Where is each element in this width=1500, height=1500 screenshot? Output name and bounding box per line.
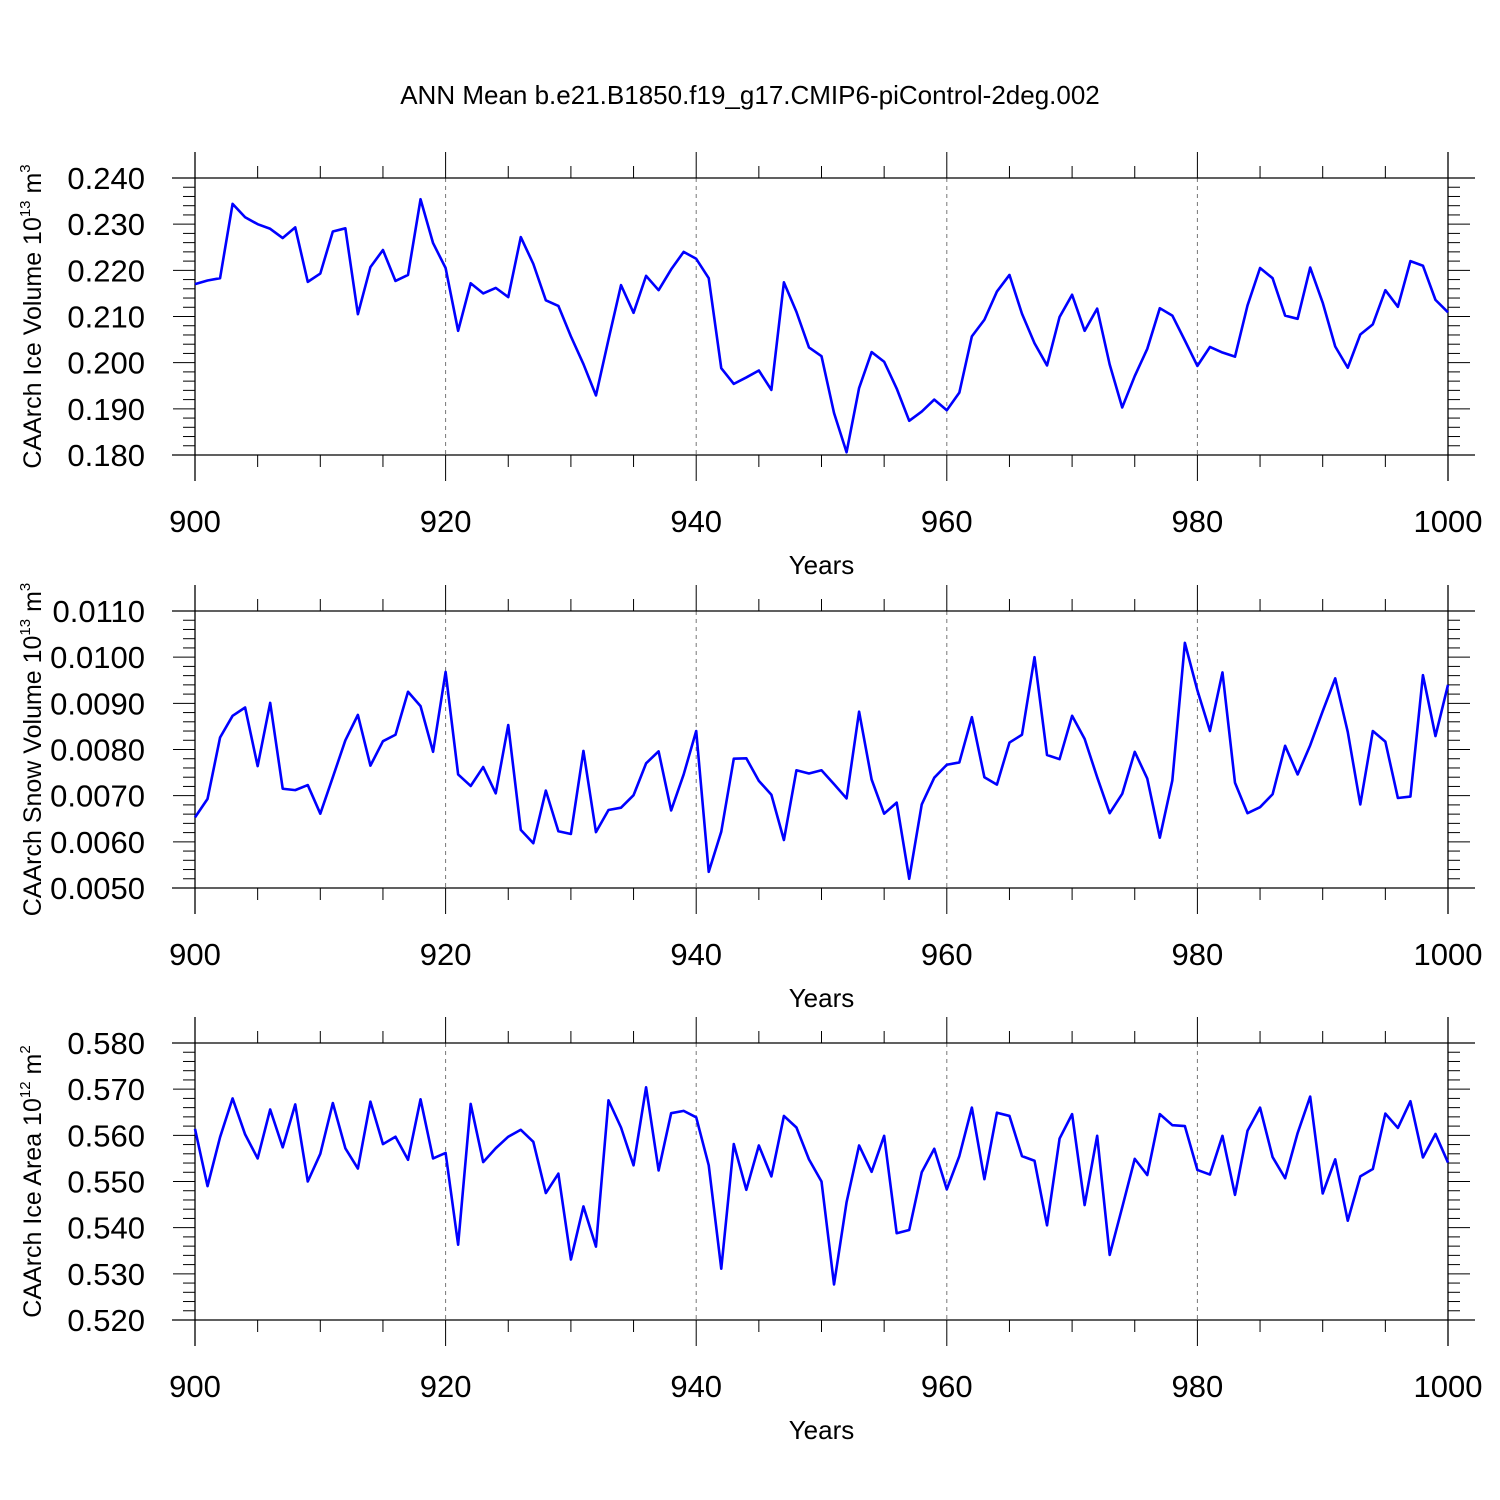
x-tick-label: 960 bbox=[921, 937, 973, 972]
y-tick-label: 0.530 bbox=[67, 1257, 145, 1292]
x-tick-label: 900 bbox=[169, 504, 221, 539]
chart-panel-3: 900 920 940 960 980 1000 Years 0.580 0.570 0.560 0… bbox=[17, 1017, 1482, 1445]
y-axis-label: CAArch Ice Volume 1013 m3 bbox=[17, 164, 47, 468]
x-tick-label: 1000 bbox=[1414, 937, 1483, 972]
y-tick-label: 0.220 bbox=[67, 253, 145, 288]
x-tick-label: 940 bbox=[670, 1369, 722, 1404]
y-tick-label: 0.180 bbox=[67, 438, 145, 473]
page-title: ANN Mean b.e21.B1850.f19_g17.CMIP6-piCon… bbox=[400, 80, 1100, 110]
y-tick-label: 0.0110 bbox=[52, 594, 145, 629]
y-tick-label: 0.210 bbox=[67, 300, 145, 335]
x-tick-label: 980 bbox=[1172, 504, 1224, 539]
y-tick-label: 0.580 bbox=[67, 1026, 145, 1061]
y-tick-label: 0.0090 bbox=[50, 686, 145, 721]
y-tick-label: 0.0080 bbox=[50, 733, 145, 768]
series-line bbox=[193, 1086, 1450, 1286]
y-tick-label: 0.200 bbox=[67, 346, 145, 381]
y-tick-label: 0.0070 bbox=[50, 779, 145, 814]
x-tick-label: 980 bbox=[1172, 1369, 1224, 1404]
y-tick-label: 0.0100 bbox=[50, 640, 145, 675]
chart-panels: 900 920 940 960 980 1000 Years 0.240 0.230 0.220 0… bbox=[17, 152, 1482, 1445]
x-tick-label: 1000 bbox=[1414, 504, 1483, 539]
x-tick-label: 900 bbox=[169, 1369, 221, 1404]
series-line bbox=[193, 641, 1450, 881]
y-tick-label: 0.550 bbox=[67, 1165, 145, 1200]
x-tick-label: 960 bbox=[921, 1369, 973, 1404]
x-tick-label: 940 bbox=[670, 937, 722, 972]
x-tick-label: 960 bbox=[921, 504, 973, 539]
x-tick-label: 900 bbox=[169, 937, 221, 972]
y-axis-label: CAArch Ice Area 1012 m2 bbox=[17, 1045, 47, 1317]
x-tick-label: 920 bbox=[420, 937, 472, 972]
x-tick-label: 920 bbox=[420, 1369, 472, 1404]
y-tick-label: 0.570 bbox=[67, 1072, 145, 1107]
x-tick-label: 920 bbox=[420, 504, 472, 539]
y-tick-label: 0.540 bbox=[67, 1211, 145, 1246]
x-tick-label: 940 bbox=[670, 504, 722, 539]
x-axis-label: Years bbox=[789, 1415, 855, 1445]
chart-panel-2: 900 920 940 960 980 1000 Years 0.0110 0.0100 0.00… bbox=[17, 583, 1482, 1013]
y-tick-label: 0.520 bbox=[67, 1303, 145, 1338]
x-axis-label: Years bbox=[789, 983, 855, 1013]
x-tick-label: 980 bbox=[1172, 937, 1224, 972]
y-tick-label: 0.230 bbox=[67, 207, 145, 242]
series-line bbox=[194, 197, 1449, 454]
y-tick-label: 0.190 bbox=[67, 392, 145, 427]
y-tick-label: 0.0060 bbox=[50, 825, 145, 860]
y-tick-label: 0.0050 bbox=[50, 871, 145, 906]
chart-panel-1: 900 920 940 960 980 1000 Years 0.240 0.230 0.220 0… bbox=[17, 152, 1482, 580]
x-axis-label: Years bbox=[789, 550, 855, 580]
y-tick-label: 0.240 bbox=[67, 161, 145, 196]
x-tick-label: 1000 bbox=[1414, 1369, 1483, 1404]
y-axis-label: CAArch Snow Volume 1013 m3 bbox=[17, 583, 47, 917]
y-tick-label: 0.560 bbox=[67, 1118, 145, 1153]
